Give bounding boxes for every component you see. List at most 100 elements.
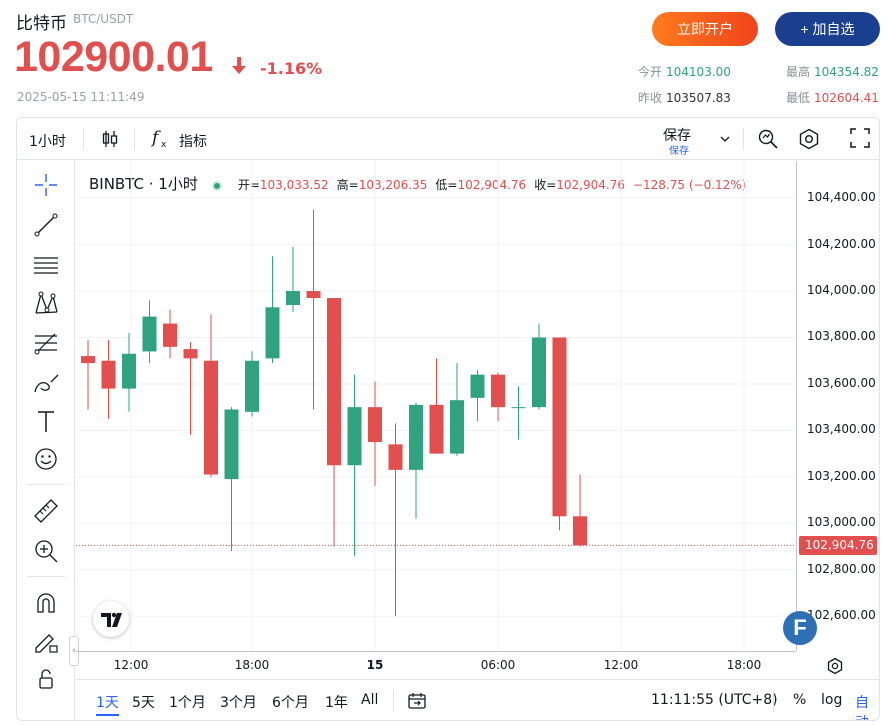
candle[interactable] bbox=[81, 339, 95, 410]
function-icon[interactable]: f bbox=[152, 128, 159, 148]
candle[interactable] bbox=[183, 342, 198, 436]
fib-icon[interactable] bbox=[31, 328, 61, 358]
legend-low: 102,904.76 bbox=[457, 178, 527, 192]
candlestick-plot[interactable] bbox=[76, 161, 796, 651]
ruler-icon[interactable] bbox=[31, 496, 61, 526]
candle[interactable] bbox=[224, 407, 239, 552]
interval-selector[interactable]: 1小时 bbox=[29, 134, 66, 150]
brush-icon[interactable] bbox=[31, 368, 61, 398]
tradingview-logo-icon[interactable] bbox=[93, 601, 129, 637]
save-button[interactable]: 保存 bbox=[663, 128, 691, 144]
axis-settings-icon[interactable] bbox=[826, 657, 844, 675]
emoji-icon[interactable] bbox=[31, 444, 61, 474]
range-5d[interactable]: 5天 bbox=[132, 695, 155, 711]
timestamp: 2025-05-15 11:11:49 bbox=[17, 90, 145, 104]
down-arrow-icon bbox=[232, 57, 246, 74]
candle[interactable] bbox=[306, 209, 321, 410]
range-6m[interactable]: 6个月 bbox=[272, 695, 309, 711]
x-tick-label: 12:00 bbox=[113, 658, 149, 672]
candle-body bbox=[224, 409, 239, 480]
candle-body bbox=[327, 298, 341, 466]
stat-open-label: 今开 bbox=[638, 65, 663, 79]
trend-line-icon[interactable] bbox=[31, 210, 61, 240]
candle[interactable] bbox=[347, 374, 362, 556]
stat-high: 最高 104354.82 bbox=[786, 63, 879, 80]
indicators-button[interactable]: 指标 bbox=[179, 134, 207, 150]
settings-icon[interactable] bbox=[798, 128, 820, 150]
chart-legend: BINBTC · 1小时 开=103,033.52 高=103,206.35 低=10… bbox=[89, 173, 754, 194]
change-percent: -1.16% bbox=[260, 59, 323, 78]
pencil-lock-icon[interactable] bbox=[31, 626, 61, 656]
candle-body bbox=[388, 444, 403, 470]
candle[interactable] bbox=[409, 402, 423, 519]
time-axis[interactable]: 12:00 18:00 15 06:00 12:00 18:00 bbox=[76, 651, 843, 679]
candle[interactable] bbox=[388, 423, 403, 617]
lock-icon[interactable] bbox=[31, 664, 61, 694]
candle-body bbox=[183, 349, 198, 359]
candle-body bbox=[122, 353, 136, 389]
range-bar: 1天 5天 1个月 3个月 6个月 1年 All 11:11:55 (UTC+8… bbox=[76, 679, 879, 720]
candle[interactable] bbox=[327, 298, 341, 547]
price-axis[interactable]: 104,400.00 104,200.00 104,000.00 103,800.00… bbox=[796, 161, 879, 651]
candle[interactable] bbox=[245, 351, 259, 417]
stat-prev-close: 昨收 103507.83 bbox=[638, 89, 731, 106]
percent-toggle[interactable]: % bbox=[793, 692, 807, 708]
candle[interactable] bbox=[368, 381, 382, 487]
candle[interactable] bbox=[142, 300, 157, 364]
candle[interactable] bbox=[122, 332, 136, 412]
open-account-button[interactable]: 立即开户 bbox=[652, 12, 758, 46]
date-range-icon[interactable] bbox=[407, 691, 427, 711]
candle[interactable] bbox=[552, 337, 567, 531]
range-1y[interactable]: 1年 bbox=[325, 695, 348, 711]
candle[interactable] bbox=[450, 363, 464, 456]
alert-icon[interactable] bbox=[757, 128, 779, 150]
range-1d[interactable]: 1天 bbox=[96, 692, 119, 716]
clock[interactable]: 11:11:55 (UTC+8) bbox=[651, 692, 778, 708]
legend-open: 103,033.52 bbox=[259, 178, 329, 192]
y-tick-label: 103,800.00 bbox=[807, 329, 876, 344]
candle[interactable] bbox=[511, 386, 526, 440]
y-tick-label: 102,800.00 bbox=[807, 561, 876, 576]
horizontal-lines-icon[interactable] bbox=[31, 250, 61, 280]
magnet-icon[interactable] bbox=[31, 588, 61, 618]
stat-high-label: 最高 bbox=[786, 65, 811, 79]
f-badge[interactable]: F bbox=[783, 611, 817, 645]
text-icon[interactable] bbox=[31, 406, 61, 436]
candle-body bbox=[265, 307, 280, 359]
y-tick-label: 104,000.00 bbox=[807, 283, 876, 298]
auto-toggle[interactable]: 自动 bbox=[855, 695, 869, 720]
candle[interactable] bbox=[532, 323, 546, 410]
stat-low-value: 102604.41 bbox=[814, 91, 879, 105]
candle-body bbox=[204, 360, 218, 475]
candle[interactable] bbox=[286, 246, 300, 312]
candle-type-icon[interactable] bbox=[101, 129, 119, 149]
candle[interactable] bbox=[429, 358, 444, 454]
legend-close-label: 收= bbox=[534, 178, 557, 192]
add-watchlist-button[interactable]: + 加自选 bbox=[775, 12, 880, 46]
fullscreen-icon[interactable] bbox=[850, 128, 870, 148]
range-1m[interactable]: 1个月 bbox=[169, 695, 206, 711]
crosshair-icon[interactable] bbox=[31, 170, 61, 200]
zoom-in-icon[interactable] bbox=[31, 536, 61, 566]
candle[interactable] bbox=[573, 474, 587, 547]
pattern-icon[interactable] bbox=[31, 288, 61, 318]
range-all[interactable]: All bbox=[361, 692, 379, 708]
y-tick-label: 104,200.00 bbox=[807, 236, 876, 251]
stat-open: 今开 104103.00 bbox=[638, 63, 731, 80]
candle-body bbox=[142, 316, 157, 352]
candle-body bbox=[409, 404, 423, 470]
chevron-down-icon[interactable] bbox=[720, 135, 730, 143]
current-price: 102900.01 bbox=[14, 33, 213, 81]
legend-close: 102,904.76 bbox=[556, 178, 625, 192]
candle[interactable] bbox=[265, 256, 280, 364]
candle[interactable] bbox=[470, 370, 485, 422]
candle[interactable] bbox=[163, 309, 177, 359]
legend-symbol[interactable]: BINBTC · 1小时 bbox=[89, 175, 198, 193]
log-toggle[interactable]: log bbox=[821, 692, 843, 708]
candle[interactable] bbox=[491, 372, 505, 422]
candle-body bbox=[429, 404, 444, 454]
candle[interactable] bbox=[204, 314, 218, 477]
legend-open-label: 开= bbox=[237, 178, 260, 192]
range-3m[interactable]: 3个月 bbox=[220, 695, 257, 711]
candle[interactable] bbox=[101, 339, 116, 419]
